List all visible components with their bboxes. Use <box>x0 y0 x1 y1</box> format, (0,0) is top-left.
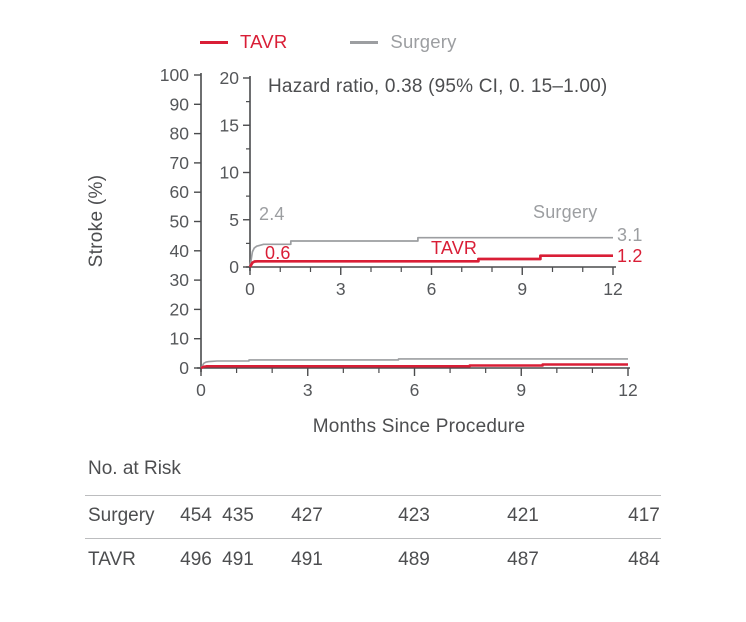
y-tick-label: 5 <box>229 210 239 230</box>
y-axis-title: Stroke (%) <box>86 174 107 268</box>
main-plot-curves <box>200 358 628 370</box>
risk-value: 427 <box>291 505 323 526</box>
y-tick-label: 90 <box>170 94 190 114</box>
x-tick-label: 12 <box>603 279 622 299</box>
y-tick-label: 30 <box>170 270 190 290</box>
x-tick-label: 9 <box>516 380 526 400</box>
surgery-12month-rate-label: 3.1 <box>617 225 643 245</box>
y-tick-label: 50 <box>170 212 190 232</box>
risk-value: 484 <box>628 549 660 570</box>
risk-value: 454 <box>180 505 212 526</box>
y-tick-label: 40 <box>170 241 190 261</box>
risk-value: 421 <box>507 505 539 526</box>
risk-value: 423 <box>398 505 430 526</box>
risk-table-divider-top <box>85 495 661 496</box>
surgery-curve <box>249 236 613 268</box>
legend-item-tavr: TAVR <box>200 31 287 53</box>
risk-value: 435 <box>222 505 254 526</box>
surgery-curve-label: Surgery <box>533 202 598 222</box>
y-tick-label: 10 <box>220 163 240 183</box>
legend-label-tavr: TAVR <box>240 31 288 52</box>
risk-value: 417 <box>628 505 660 526</box>
risk-value: 491 <box>222 549 254 570</box>
x-tick-label: 6 <box>427 279 437 299</box>
hazard-ratio-annotation: Hazard ratio, 0.38 (95% CI, 0. 15–1.00) <box>268 76 608 97</box>
y-tick-label: 100 <box>160 65 189 85</box>
risk-value: 487 <box>507 549 539 570</box>
risk-value: 491 <box>291 549 323 570</box>
inset-plot-axes: 0 5 10 15 20 0 3 6 9 12 <box>220 68 623 299</box>
surgery-30day-rate-label: 2.4 <box>259 204 285 224</box>
risk-row-label-tavr: TAVR <box>88 549 136 570</box>
y-tick-label: 80 <box>170 124 190 144</box>
risk-row-label-surgery: Surgery <box>88 505 155 526</box>
legend-item-surgery: Surgery <box>350 31 456 53</box>
x-tick-label: 3 <box>336 279 346 299</box>
surgery-line-icon <box>350 40 379 44</box>
y-tick-label: 0 <box>179 358 189 378</box>
x-axis-title: Months Since Procedure <box>312 416 526 437</box>
x-tick-label: 0 <box>245 279 255 299</box>
x-tick-label: 3 <box>303 380 313 400</box>
tavr-curve-label: TAVR <box>431 238 478 258</box>
tavr-line-icon <box>200 40 228 44</box>
x-tick-label: 6 <box>410 380 420 400</box>
y-tick-label: 15 <box>220 115 239 135</box>
x-tick-label: 0 <box>196 380 206 400</box>
risk-value: 489 <box>398 549 430 570</box>
y-tick-label: 10 <box>170 329 190 349</box>
chart-legend: TAVR Surgery <box>200 31 457 53</box>
tavr-curve <box>248 254 613 268</box>
y-tick-label: 0 <box>229 257 239 277</box>
tavr-curve <box>200 363 628 370</box>
y-tick-label: 20 <box>170 299 190 319</box>
y-tick-label: 70 <box>170 153 190 173</box>
x-tick-label: 12 <box>618 380 637 400</box>
surgery-curve <box>200 358 628 369</box>
risk-table-title: No. at Risk <box>88 458 181 479</box>
risk-table-divider-middle <box>85 538 661 539</box>
y-tick-label: 20 <box>220 68 240 88</box>
x-tick-label: 9 <box>517 279 527 299</box>
inset-plot-curves <box>248 236 613 268</box>
tavr-30day-rate-label: 0.6 <box>265 243 291 263</box>
legend-label-surgery: Surgery <box>390 31 457 52</box>
risk-value: 496 <box>180 549 212 570</box>
y-tick-label: 60 <box>170 182 190 202</box>
tavr-12month-rate-label: 1.2 <box>617 246 643 266</box>
